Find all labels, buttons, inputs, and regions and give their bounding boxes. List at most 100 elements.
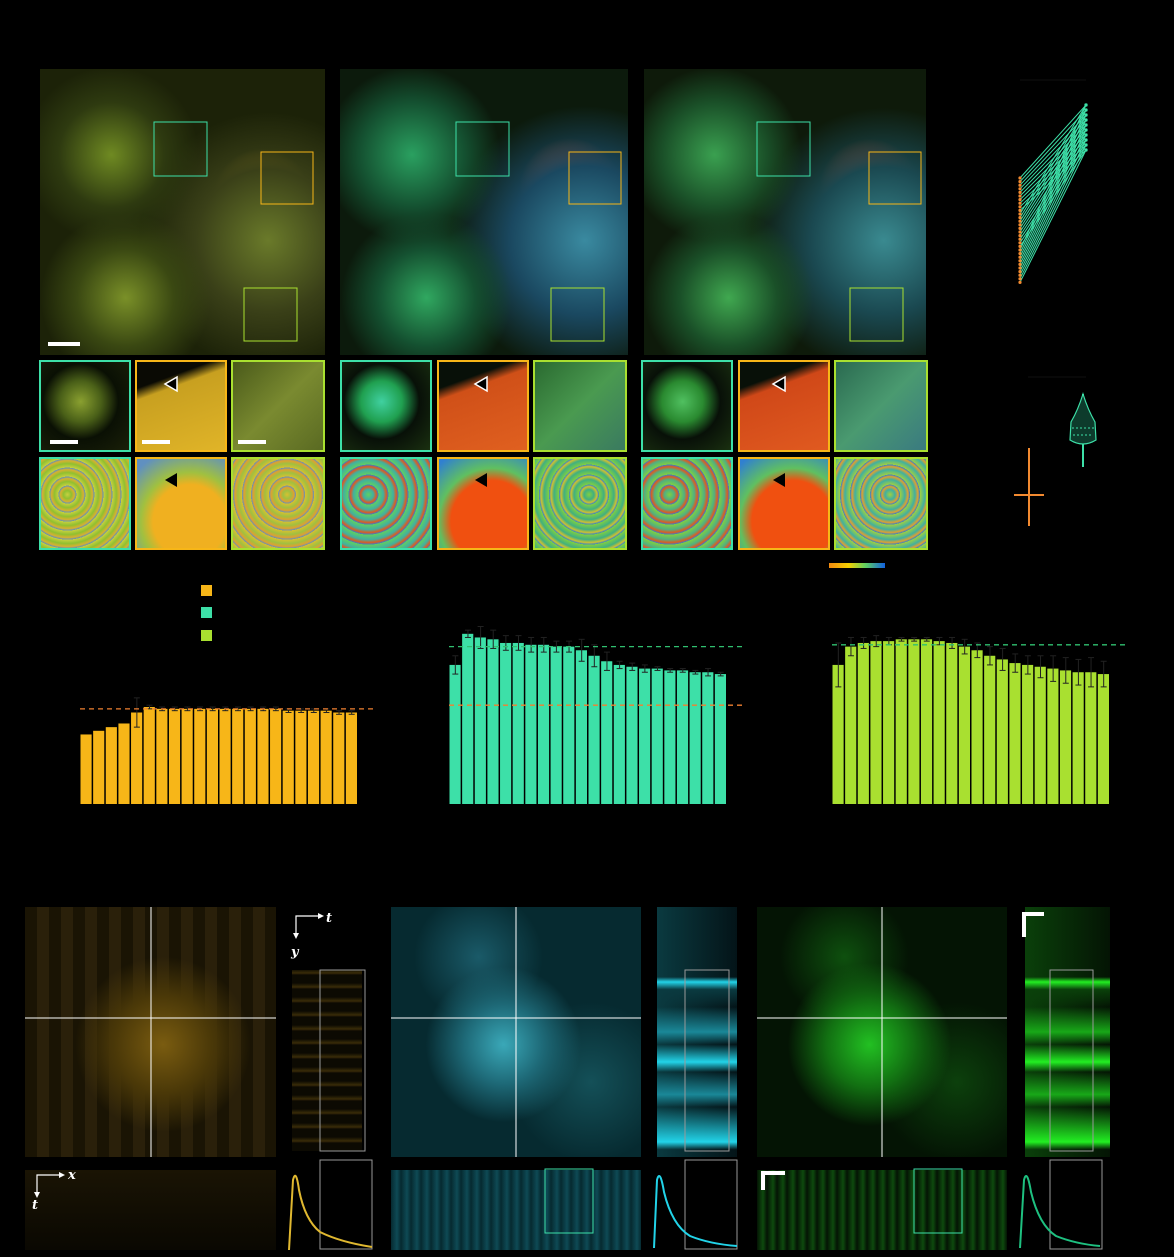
pair-dot-start [1018,212,1022,216]
pair-dot-start [1018,183,1022,187]
error-bar [999,647,1006,671]
bar [1009,663,1021,804]
error-bar [515,635,522,651]
bar [105,727,117,804]
bar [626,666,638,804]
axis-label-t-top: t [326,911,333,926]
bar [550,646,562,804]
bar [651,668,663,804]
pair-line [1019,124,1087,193]
bar [487,639,499,804]
pair-dot-start [1018,219,1022,223]
inset-a1 [39,360,131,452]
bar [870,641,882,804]
map-a1 [39,457,131,550]
error-bar [717,671,724,677]
error-bar [1037,655,1044,679]
error-bar [578,638,585,662]
error-bar [692,669,699,675]
error-bar [146,704,153,710]
pair-dot-start [1018,205,1022,209]
pair-dot-start [1018,262,1022,266]
pair-line [1019,149,1087,283]
bar [1022,664,1034,804]
error-bar [974,642,981,659]
bar [131,712,143,804]
bar [883,641,895,804]
timelapse-cyan-xy [391,907,641,1157]
bar [984,655,996,804]
pair-dot-start [1018,176,1022,180]
pair-line [1019,139,1087,276]
bar [295,710,307,804]
error-bar [298,708,305,713]
bar [206,708,218,804]
map-b1 [340,457,432,550]
map-b2 [437,457,529,550]
pair-dot-start [1018,201,1022,205]
bar [194,708,206,804]
bar [563,646,575,804]
pair-dot-end [1084,103,1088,107]
error-bar [898,636,905,642]
pair-line [1019,119,1087,226]
error-bar [323,708,330,713]
error-bar [234,706,241,712]
bar [702,672,714,804]
error-bar [616,660,623,670]
error-bar [847,636,854,657]
error-bar [272,706,279,712]
error-bar [247,706,254,712]
error-bar [1088,657,1095,688]
inset-a3 [231,360,325,452]
error-bar [553,640,560,653]
error-bar [566,640,573,653]
axis-label-x-bottom: x [68,1168,76,1183]
inset-b1 [340,360,432,452]
pair-line [1019,144,1087,280]
pair-line [1019,104,1087,215]
pair-line [1019,149,1087,247]
pair-dot-end [1084,108,1088,112]
pair-dot-end [1084,128,1088,132]
pair-line [1019,134,1087,272]
bar [118,723,130,804]
error-bar [654,666,661,671]
error-bar [1024,655,1031,675]
pair-dot-start [1018,190,1022,194]
pair-line [1019,139,1087,240]
bar [714,674,726,804]
pair-dot-end [1084,128,1088,132]
error-bar [603,651,610,671]
inset-b2 [437,360,529,452]
timelapse-cyan-xt [391,1170,641,1250]
pair-dot-start [1018,241,1022,245]
map-a2 [135,457,227,550]
error-bar [1100,660,1107,688]
error-bar [641,664,648,673]
pair-line [1019,124,1087,229]
legend-swatch-orange [201,585,212,596]
error-bar [348,710,355,715]
pair-line [1019,104,1087,179]
bar [1034,666,1046,804]
pair-dot-start [1018,277,1022,281]
pair-dot-start [1018,270,1022,274]
pair-line [1019,114,1087,186]
bar [1072,672,1084,804]
pair-line [1019,119,1087,262]
pair-dot-start [1018,252,1022,256]
error-bar [936,636,943,646]
error-bar [336,710,343,715]
bar [345,712,357,804]
pair-line [1019,119,1087,190]
pair-line [1019,139,1087,204]
pair-dot-start [1018,223,1022,227]
bar [1059,670,1072,804]
pair-dot-start [1018,180,1022,184]
pair-dot-end [1084,138,1088,142]
timelapse-gold-xy [25,907,276,1157]
bar [933,641,945,804]
error-bar [159,706,166,712]
error-bar [502,635,509,651]
